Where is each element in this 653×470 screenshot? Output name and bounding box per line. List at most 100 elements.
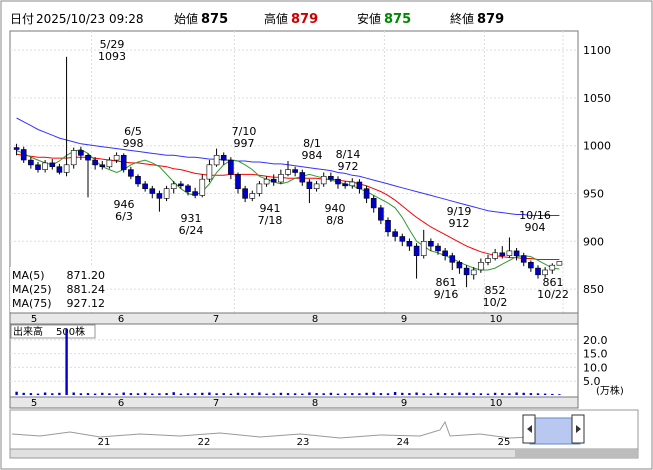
volume-bar [251, 393, 254, 395]
volume-bar [122, 392, 125, 395]
volume-bar [101, 392, 104, 395]
annotation-line-1: 941 [260, 202, 281, 215]
volume-bar [29, 393, 33, 395]
close-label: 終値 [450, 11, 474, 26]
candle-body [470, 269, 477, 276]
annotation-line-1: 10/16 [519, 209, 551, 222]
volume-unit: (万株) [596, 384, 624, 397]
month-label: 6 [118, 314, 124, 325]
volume-grid [10, 339, 578, 382]
month-label: 9 [401, 314, 407, 325]
candle-body [363, 188, 370, 199]
candle-body [528, 261, 534, 269]
candle-body [149, 188, 156, 194]
volume-bar [129, 393, 133, 395]
volume-bar [36, 393, 40, 395]
volume-y-tick: 10.0 [583, 361, 608, 374]
candle-body [406, 241, 413, 247]
volume-bar [451, 393, 454, 395]
candle-body [213, 155, 220, 166]
legend-background [10, 267, 107, 312]
price-y-axis: 1100 1050 1000 950 900 850 [583, 44, 611, 296]
candle-body [263, 178, 270, 185]
annotation-line-1: 7/10 [232, 125, 257, 138]
volume-bar [265, 393, 268, 395]
annotation-line-2: 10/22 [537, 288, 569, 301]
candle-body [99, 164, 106, 168]
annotation-line-1: 5/29 [100, 38, 125, 51]
volume-bar [336, 393, 340, 395]
date-label: 日付 [10, 12, 34, 26]
volume-bar [501, 393, 504, 395]
volume-y-tick: 20.0 [583, 334, 608, 347]
volume-bar [415, 392, 418, 395]
month-axis-2: 5 6 7 8 9 10 [31, 398, 503, 409]
candlesticks [13, 56, 563, 288]
price-y-tick: 950 [583, 188, 604, 201]
volume-bar [165, 393, 168, 395]
candle-body [299, 172, 306, 183]
price-y-tick: 1100 [583, 44, 611, 57]
volume-bar [358, 393, 361, 395]
horizontal-scrollbar[interactable] [9, 448, 639, 459]
candle-body [278, 174, 284, 183]
overview-label: 22 [198, 437, 211, 448]
candle-body [228, 159, 234, 175]
candle-body [20, 149, 27, 161]
month-label: 8 [312, 314, 318, 325]
annotation-line-2: 998 [123, 137, 144, 150]
annotation-line-1: 6/5 [124, 125, 142, 138]
volume-bar [65, 328, 68, 395]
volume-bar [472, 393, 475, 395]
ma5-line [16, 148, 560, 271]
volume-bar [15, 391, 18, 395]
legend-name: MA(5) [12, 269, 45, 282]
candle-body [270, 178, 277, 183]
high-label: 高値 [264, 11, 288, 26]
low-label: 安値 [357, 11, 381, 26]
candle-body [370, 198, 377, 209]
annotation-line-1: 8/1 [303, 137, 321, 150]
annotation-line-2: 8/8 [326, 214, 344, 227]
volume-bar [458, 392, 461, 395]
month-axis: 5 6 7 8 9 10 [31, 314, 503, 325]
candle-body [192, 191, 198, 196]
volume-bar [351, 393, 354, 395]
high-value: 879 [291, 12, 318, 27]
volume-bar [201, 392, 204, 395]
annotation-line-1: 9/19 [447, 205, 472, 218]
volume-bar [272, 393, 275, 395]
candle-body [70, 150, 77, 166]
overview-label: 25 [498, 437, 511, 448]
candle-body [178, 183, 184, 187]
volume-bar [208, 392, 211, 395]
annotation-line-2: 904 [525, 221, 546, 234]
volume-bar [401, 392, 404, 395]
volume-bar [515, 392, 518, 395]
candle-body [442, 250, 448, 256]
volume-bar [286, 393, 290, 395]
volume-bar [22, 392, 25, 395]
open-value: 875 [201, 12, 228, 27]
candle-body [242, 188, 248, 199]
candle-body [13, 147, 20, 150]
candle-body [449, 255, 456, 263]
annotation-line-2: 7/18 [258, 214, 283, 227]
scrollbar-thumb[interactable] [515, 450, 637, 457]
candle-body [456, 261, 463, 269]
volume-bar [522, 392, 525, 395]
volume-bar [108, 393, 111, 395]
price-y-tick: 1050 [583, 92, 611, 105]
right-handle-arrow-icon [576, 425, 581, 433]
volume-bar [158, 393, 161, 395]
candle-body [235, 174, 241, 189]
volume-bar [429, 393, 433, 395]
candle-body [535, 267, 541, 276]
candle-body [142, 183, 148, 189]
overview-date-labels: 21 22 23 24 25 [98, 437, 511, 448]
volume-bar [215, 393, 218, 395]
volume-bar [86, 393, 90, 395]
volume-bar [229, 393, 233, 395]
candle-body [199, 178, 206, 196]
